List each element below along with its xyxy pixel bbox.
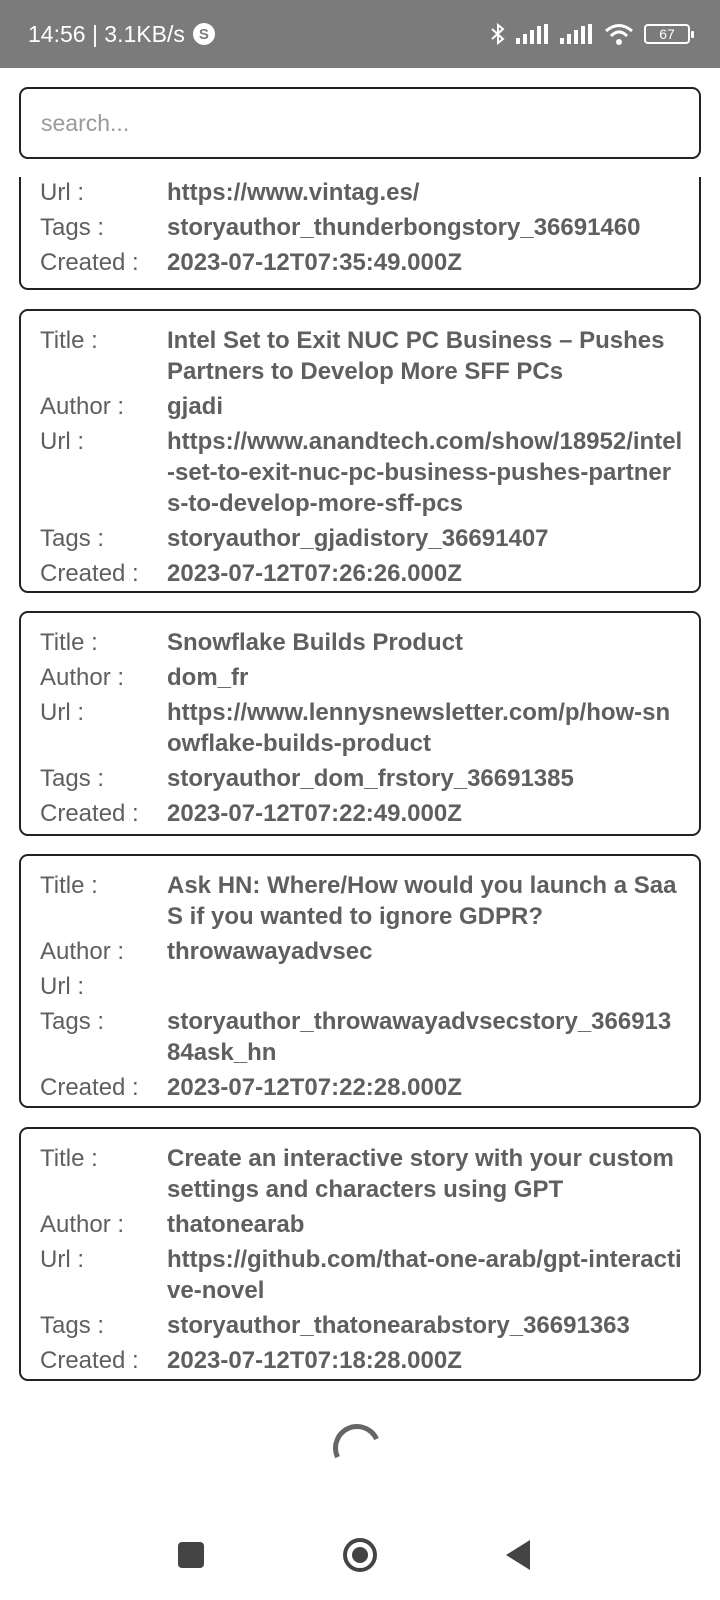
bluetooth-icon bbox=[491, 22, 505, 46]
created-row: Created : 2023-07-12T07:18:28.000Z bbox=[21, 1345, 699, 1376]
url-label: Url : bbox=[40, 699, 84, 726]
url-label: Url : bbox=[40, 973, 84, 1000]
title-label: Title : bbox=[40, 872, 98, 899]
recents-button[interactable] bbox=[178, 1542, 204, 1568]
search-input[interactable] bbox=[39, 108, 699, 138]
created-value: 2023-07-12T07:26:26.000Z bbox=[167, 560, 462, 587]
story-card[interactable]: Title : Intel Set to Exit NUC PC Busines… bbox=[19, 309, 701, 593]
status-left: 14:56 | 3.1KB/s S bbox=[28, 21, 215, 48]
search-box[interactable] bbox=[19, 87, 701, 159]
tags-value: storyauthor_thunderbongstory_36691460 bbox=[167, 214, 641, 241]
author-row: Author : thatonearab bbox=[21, 1209, 699, 1240]
created-value: 2023-07-12T07:18:28.000Z bbox=[167, 1347, 462, 1374]
back-button[interactable] bbox=[506, 1540, 530, 1570]
story-card[interactable]: Url : https://www.vintag.es/ Tags : stor… bbox=[19, 177, 701, 290]
author-label: Author : bbox=[40, 1211, 125, 1238]
url-row: Url : https://www.lennysnewsletter.com/p… bbox=[21, 697, 699, 759]
tags-value: storyauthor_throwawayadvsecstory_3669138… bbox=[167, 1008, 672, 1066]
author-value: throwawayadvsec bbox=[167, 938, 373, 965]
tags-label: Tags : bbox=[40, 525, 105, 552]
author-label: Author : bbox=[40, 938, 125, 965]
title-row: Title : Intel Set to Exit NUC PC Busines… bbox=[21, 325, 699, 387]
title-row: Title : Create an interactive story with… bbox=[21, 1143, 699, 1205]
status-bar: 14:56 | 3.1KB/s S 67 bbox=[0, 0, 720, 68]
author-value: gjadi bbox=[167, 393, 224, 420]
title-row: Title : Ask HN: Where/How would you laun… bbox=[21, 870, 699, 932]
created-label: Created : bbox=[40, 560, 139, 587]
home-circle-icon bbox=[343, 1538, 377, 1572]
tags-row: Tags : storyauthor_throwawayadvsecstory_… bbox=[21, 1006, 699, 1068]
tags-value: storyauthor_dom_frstory_36691385 bbox=[167, 765, 574, 792]
author-label: Author : bbox=[40, 393, 125, 420]
title-value: Create an interactive story with your cu… bbox=[167, 1145, 674, 1203]
author-row: Author : dom_fr bbox=[21, 662, 699, 693]
created-label: Created : bbox=[40, 1074, 139, 1101]
created-value: 2023-07-12T07:22:28.000Z bbox=[167, 1074, 462, 1101]
author-row: Author : gjadi bbox=[21, 391, 699, 422]
created-row: Created : 2023-07-12T07:35:49.000Z bbox=[21, 247, 699, 278]
story-card[interactable]: Title : Create an interactive story with… bbox=[19, 1127, 701, 1381]
status-right: 67 bbox=[490, 22, 694, 46]
url-value[interactable] bbox=[167, 971, 699, 1002]
created-row: Created : 2023-07-12T07:22:28.000Z bbox=[21, 1072, 699, 1103]
created-row: Created : 2023-07-12T07:26:26.000Z bbox=[21, 558, 699, 589]
title-row: Title : Snowflake Builds Product bbox=[21, 627, 699, 658]
url-row: Url : https://www.vintag.es/ bbox=[21, 177, 699, 208]
title-label: Title : bbox=[40, 629, 98, 656]
title-value: Snowflake Builds Product bbox=[167, 629, 464, 656]
signal-icon bbox=[516, 24, 548, 44]
author-value: dom_fr bbox=[167, 664, 249, 691]
tags-row: Tags : storyauthor_gjadistory_36691407 bbox=[21, 523, 699, 554]
tags-row: Tags : storyauthor_thatonearabstory_3669… bbox=[21, 1310, 699, 1341]
url-label: Url : bbox=[40, 428, 84, 455]
author-label: Author : bbox=[40, 664, 125, 691]
tags-label: Tags : bbox=[40, 214, 105, 241]
back-triangle-icon bbox=[506, 1540, 530, 1570]
tags-row: Tags : storyauthor_dom_frstory_36691385 bbox=[21, 763, 699, 794]
created-label: Created : bbox=[40, 800, 139, 827]
url-row: Url : https://github.com/that-one-arab/g… bbox=[21, 1244, 699, 1306]
author-row: Author : throwawayadvsec bbox=[21, 936, 699, 967]
tags-label: Tags : bbox=[40, 765, 105, 792]
url-label: Url : bbox=[40, 1246, 84, 1273]
created-label: Created : bbox=[40, 249, 139, 276]
battery-icon: 67 bbox=[644, 24, 694, 44]
title-value: Ask HN: Where/How would you launch a Saa… bbox=[167, 872, 677, 930]
status-time-speed: 14:56 | 3.1KB/s bbox=[28, 20, 185, 47]
url-value[interactable]: https://www.lennysnewsletter.com/p/how-s… bbox=[167, 699, 671, 757]
tags-row: Tags : storyauthor_thunderbongstory_3669… bbox=[21, 212, 699, 243]
wifi-icon bbox=[605, 24, 633, 45]
story-list[interactable]: Url : https://www.vintag.es/ Tags : stor… bbox=[19, 177, 701, 1410]
url-value[interactable]: https://www.anandtech.com/show/18952/int… bbox=[167, 428, 683, 517]
loading-spinner-icon bbox=[326, 1417, 388, 1479]
home-button[interactable] bbox=[343, 1538, 377, 1572]
battery-level: 67 bbox=[659, 26, 675, 42]
created-value: 2023-07-12T07:35:49.000Z bbox=[167, 249, 462, 276]
created-row: Created : 2023-07-12T07:22:49.000Z bbox=[21, 798, 699, 829]
title-label: Title : bbox=[40, 1145, 98, 1172]
tags-label: Tags : bbox=[40, 1008, 105, 1035]
title-label: Title : bbox=[40, 327, 98, 354]
tags-value: storyauthor_gjadistory_36691407 bbox=[167, 525, 549, 552]
url-row: Url : bbox=[21, 971, 699, 1002]
url-value[interactable]: https://www.vintag.es/ bbox=[167, 179, 420, 206]
created-label: Created : bbox=[40, 1347, 139, 1374]
navigation-bar bbox=[0, 1510, 720, 1600]
signal-icon-2 bbox=[560, 24, 592, 44]
story-card[interactable]: Title : Snowflake Builds Product Author … bbox=[19, 611, 701, 836]
author-value: thatonearab bbox=[167, 1211, 305, 1238]
notification-s-icon: S bbox=[192, 23, 215, 45]
url-row: Url : https://www.anandtech.com/show/189… bbox=[21, 426, 699, 519]
created-value: 2023-07-12T07:22:49.000Z bbox=[167, 800, 462, 827]
square-icon bbox=[178, 1542, 204, 1568]
story-card[interactable]: Title : Ask HN: Where/How would you laun… bbox=[19, 854, 701, 1108]
tags-value: storyauthor_thatonearabstory_36691363 bbox=[167, 1312, 630, 1339]
title-value: Intel Set to Exit NUC PC Business – Push… bbox=[167, 327, 665, 385]
tags-label: Tags : bbox=[40, 1312, 105, 1339]
url-label: Url : bbox=[40, 179, 84, 206]
url-value[interactable]: https://github.com/that-one-arab/gpt-int… bbox=[167, 1246, 682, 1304]
